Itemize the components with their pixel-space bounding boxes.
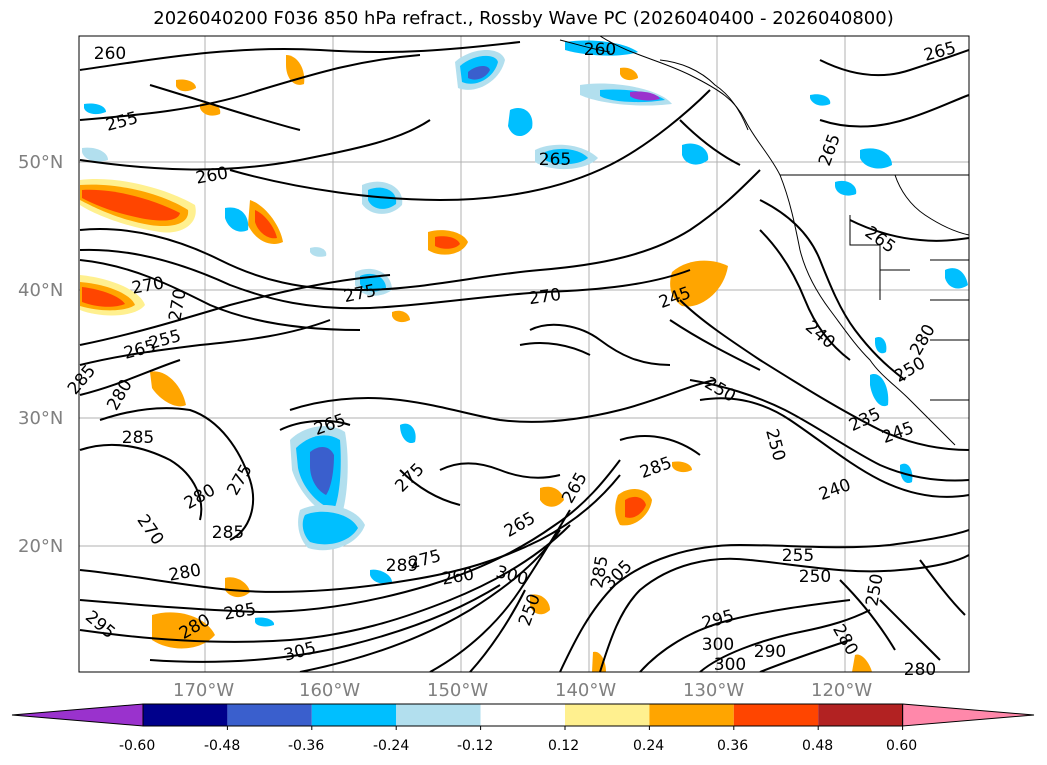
contour-label: 270 <box>528 285 563 309</box>
colorbar-level-label: 0.36 <box>717 738 749 754</box>
colorbar-segment <box>649 704 734 726</box>
colorbar-level-label: 0.60 <box>886 738 918 754</box>
lat-label-50n: 50°N <box>18 152 64 173</box>
lon-label-130w: 130°W <box>683 680 745 701</box>
lat-label-40n: 40°N <box>18 280 64 301</box>
contour-label: 260 <box>94 44 126 64</box>
contour-label: 289 <box>386 556 418 576</box>
lon-label-140w: 140°W <box>555 680 617 701</box>
colorbar-segment <box>818 704 903 726</box>
colorbar-segment <box>565 704 650 726</box>
colorbar-extend-low <box>11 703 144 727</box>
contour-label: 285 <box>212 523 244 543</box>
lat-label-20n: 20°N <box>18 536 64 557</box>
colorbar-segment <box>143 704 228 726</box>
lat-label-30n: 30°N <box>18 408 64 429</box>
contour-label: 300 <box>714 655 746 675</box>
colorbar-level-label: 0.48 <box>802 738 834 754</box>
colorbar-level-label: 0.12 <box>548 738 580 754</box>
lon-label-120w: 120°W <box>811 680 873 701</box>
colorbar-level-label: -0.36 <box>288 738 325 754</box>
lon-label-160w: 160°W <box>299 680 361 701</box>
contour-label: 250 <box>799 567 831 587</box>
colorbar-level-label: -0.12 <box>457 738 494 754</box>
contour-label: 280 <box>904 660 936 680</box>
colorbar-level-label: -0.24 <box>373 738 410 754</box>
colorbar-segment <box>733 704 819 726</box>
lon-label-150w: 150°W <box>427 680 489 701</box>
colorbar-level-label: 0.24 <box>633 738 665 754</box>
colorbar-segment <box>480 704 565 726</box>
contour-label: 285 <box>122 428 154 448</box>
contour-label: 300 <box>702 635 734 655</box>
pc-shading <box>80 40 968 672</box>
contour-lines <box>79 41 969 672</box>
contour-label: 290 <box>754 642 786 662</box>
contour-label: 255 <box>782 546 814 566</box>
colorbar-segment <box>396 704 481 726</box>
colorbar-level-label: -0.60 <box>119 738 156 754</box>
colorbar <box>11 703 1035 730</box>
coastlines <box>559 36 969 446</box>
colorbar-extend-high <box>902 703 1035 727</box>
colorbar-outline <box>142 703 904 727</box>
colorbar-level-label: -0.48 <box>204 738 241 754</box>
contour-label: 265 <box>539 150 571 170</box>
map-title: 2026040200 F036 850 hPa refract., Rossby… <box>153 8 894 29</box>
colorbar-segment <box>227 704 312 726</box>
lon-label-170w: 170°W <box>173 680 235 701</box>
contour-label: 260 <box>584 40 616 60</box>
colorbar-segment <box>311 704 397 726</box>
